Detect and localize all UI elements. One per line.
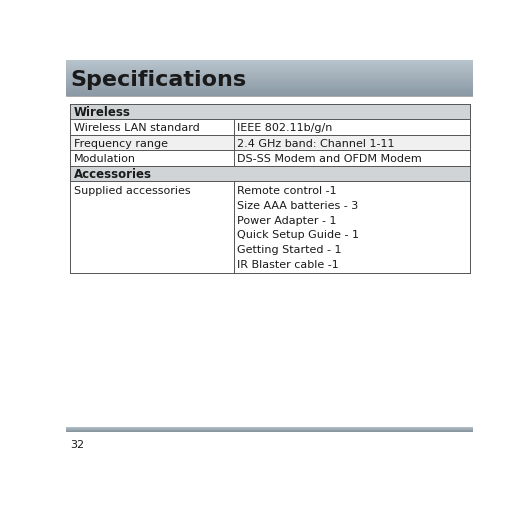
Bar [66, 430, 473, 431]
Bar [66, 72, 473, 73]
Text: Wireless LAN standard: Wireless LAN standard [74, 123, 199, 133]
Bar [66, 91, 473, 93]
Bar [66, 61, 473, 62]
Bar [66, 80, 473, 82]
Bar [66, 429, 473, 430]
Bar [66, 92, 473, 93]
Bar [66, 64, 473, 65]
Bar [66, 90, 473, 91]
Bar [66, 78, 473, 79]
Text: DS-SS Modem and OFDM Modem: DS-SS Modem and OFDM Modem [237, 154, 422, 164]
Bar [69, 182, 470, 274]
Bar [66, 71, 473, 72]
Bar [66, 429, 473, 430]
Bar [66, 75, 473, 76]
Bar [66, 431, 473, 432]
Bar [69, 166, 470, 182]
Bar [66, 76, 473, 77]
Bar [66, 428, 473, 429]
Bar [66, 81, 473, 82]
Bar [66, 66, 473, 67]
Bar [66, 67, 473, 69]
Bar [66, 74, 473, 76]
Bar [66, 68, 473, 69]
Text: Accessories: Accessories [74, 167, 151, 181]
Bar [69, 151, 470, 166]
Bar [66, 63, 473, 64]
Bar [66, 73, 473, 74]
Bar [66, 430, 473, 431]
Bar [66, 93, 473, 94]
Text: IEEE 802.11b/g/n: IEEE 802.11b/g/n [237, 123, 333, 133]
Bar [66, 86, 473, 87]
Text: Frequency range: Frequency range [74, 138, 167, 148]
Bar [66, 73, 473, 75]
Bar [69, 120, 470, 135]
Bar [66, 69, 473, 70]
Bar [66, 428, 473, 429]
Bar [69, 135, 470, 151]
Bar [66, 88, 473, 89]
Text: Supplied accessories: Supplied accessories [74, 186, 190, 195]
Bar [66, 66, 473, 68]
Bar [66, 79, 473, 80]
Bar [66, 95, 473, 96]
Bar [66, 84, 473, 86]
Text: 2.4 GHz band: Channel 1-11: 2.4 GHz band: Channel 1-11 [237, 138, 395, 148]
Bar [66, 65, 473, 66]
Bar [66, 87, 473, 88]
Bar [69, 105, 470, 120]
Text: Specifications: Specifications [70, 70, 247, 90]
Bar [66, 431, 473, 432]
Bar [66, 432, 473, 433]
Bar [66, 62, 473, 63]
Bar [66, 82, 473, 83]
Bar [66, 70, 473, 71]
Text: Wireless: Wireless [74, 106, 130, 119]
Bar [66, 79, 473, 81]
Text: 32: 32 [70, 439, 85, 449]
Bar [66, 429, 473, 430]
Bar [66, 432, 473, 433]
Bar [66, 77, 473, 78]
Text: Modulation: Modulation [74, 154, 136, 164]
Bar [66, 89, 473, 90]
Bar [66, 85, 473, 86]
Bar [66, 90, 473, 92]
Bar [66, 431, 473, 432]
Bar [66, 94, 473, 95]
Text: Remote control -1
Size AAA batteries - 3
Power Adapter - 1
Quick Setup Guide - 1: Remote control -1 Size AAA batteries - 3… [237, 186, 359, 269]
Bar [66, 96, 473, 97]
Bar [66, 83, 473, 84]
